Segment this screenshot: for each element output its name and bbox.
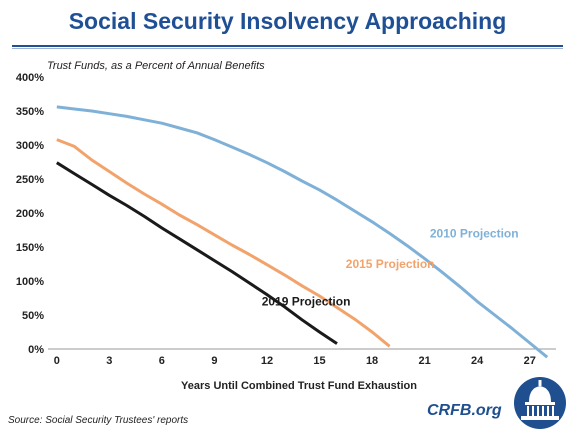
- y-axis-label: Trust Funds, as a Percent of Annual Bene…: [47, 60, 265, 72]
- y-tick-label: 350%: [16, 106, 44, 118]
- logo-text: CRFB.org: [427, 402, 502, 419]
- y-tick-label: 250%: [16, 174, 44, 186]
- y-tick-label: 400%: [16, 72, 44, 84]
- chart-title: Social Security Insolvency Approaching: [68, 8, 507, 34]
- series-label-2015: 2015 Projection: [346, 257, 435, 271]
- x-tick-label: 0: [54, 355, 60, 367]
- y-tick-label: 0%: [28, 344, 44, 356]
- x-tick-label: 21: [418, 355, 430, 367]
- series-label-2010: 2010 Projection: [430, 226, 519, 240]
- x-tick-label: 12: [261, 355, 273, 367]
- title-rule-shadow: [12, 48, 563, 49]
- title-rule: [12, 45, 563, 47]
- capitol-dome-icon: [514, 377, 566, 429]
- x-tick-label: 3: [106, 355, 112, 367]
- y-tick-label: 300%: [16, 140, 44, 152]
- x-tick-label: 15: [313, 355, 325, 367]
- x-axis-label: Years Until Combined Trust Fund Exhausti…: [181, 380, 417, 392]
- x-tick-label: 24: [471, 355, 484, 367]
- y-tick-label: 50%: [22, 310, 44, 322]
- series-line-2019: [56, 161, 338, 345]
- series-line-2015: [56, 138, 391, 348]
- y-tick-label: 150%: [16, 242, 44, 254]
- y-tick-label: 200%: [16, 208, 44, 220]
- x-tick-label: 27: [524, 355, 536, 367]
- x-tick-label: 9: [211, 355, 217, 367]
- source-note: Source: Social Security Trustees' report…: [8, 415, 189, 426]
- y-tick-label: 100%: [16, 276, 44, 288]
- x-tick-label: 6: [159, 355, 165, 367]
- series-label-2019: 2019 Projection: [262, 294, 351, 308]
- series-line-2010: [56, 105, 549, 359]
- x-tick-label: 18: [366, 355, 378, 367]
